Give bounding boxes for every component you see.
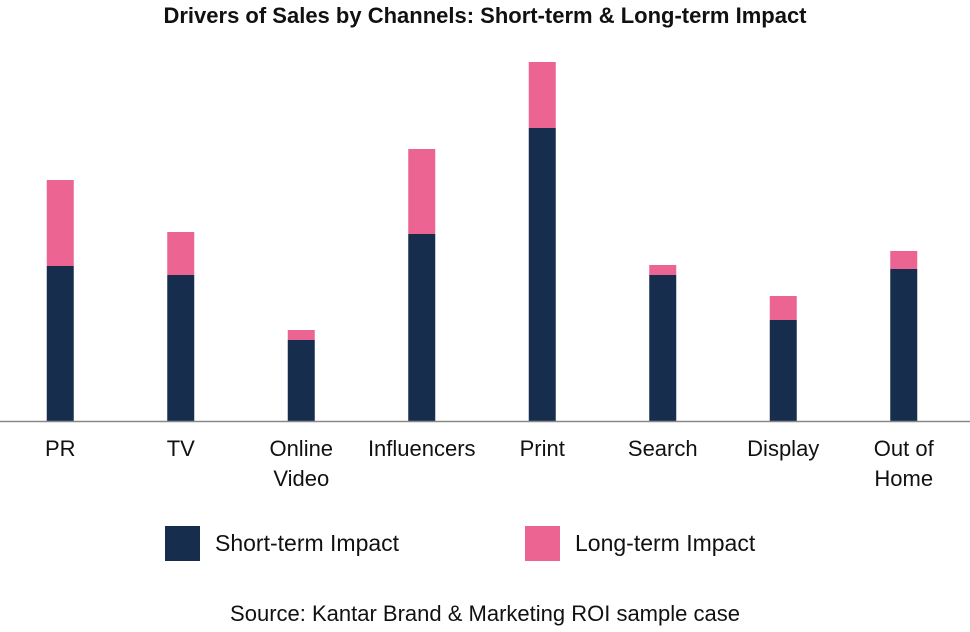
bar-segment <box>649 265 677 275</box>
bar-segment <box>408 149 436 234</box>
x-tick-label: Print <box>519 436 565 461</box>
x-tick-label: TV <box>166 436 195 461</box>
x-tick-label: Search <box>627 436 698 461</box>
bar-segment <box>528 128 556 421</box>
bar-segment <box>287 340 315 421</box>
bar-segment <box>890 251 918 269</box>
bar-segment <box>528 62 556 128</box>
source-note: Source: Kantar Brand & Marketing ROI sam… <box>230 601 740 626</box>
bar-segment <box>890 269 918 421</box>
legend-label: Long-term Impact <box>575 530 756 556</box>
bar-segment <box>167 232 195 275</box>
bar-segment <box>46 266 74 421</box>
bar-segment <box>769 296 797 320</box>
x-tick-label: PR <box>44 436 76 461</box>
bar-segment <box>167 275 195 421</box>
bar-segment <box>649 275 677 421</box>
x-tick-label: Influencers <box>367 436 476 461</box>
bar-segment <box>46 180 74 266</box>
chart-title: Drivers of Sales by Channels: Short-term… <box>163 3 807 28</box>
x-tick-label: Out of Home <box>873 436 934 491</box>
legend-label: Short-term Impact <box>215 530 400 556</box>
bar-segment <box>408 234 436 421</box>
x-tick-label: Display <box>747 436 820 461</box>
bar-segment <box>769 320 797 421</box>
x-tick-label: Online Video <box>269 436 334 491</box>
legend-swatch <box>165 526 200 561</box>
legend-swatch <box>525 526 560 561</box>
bar-segment <box>287 330 315 340</box>
